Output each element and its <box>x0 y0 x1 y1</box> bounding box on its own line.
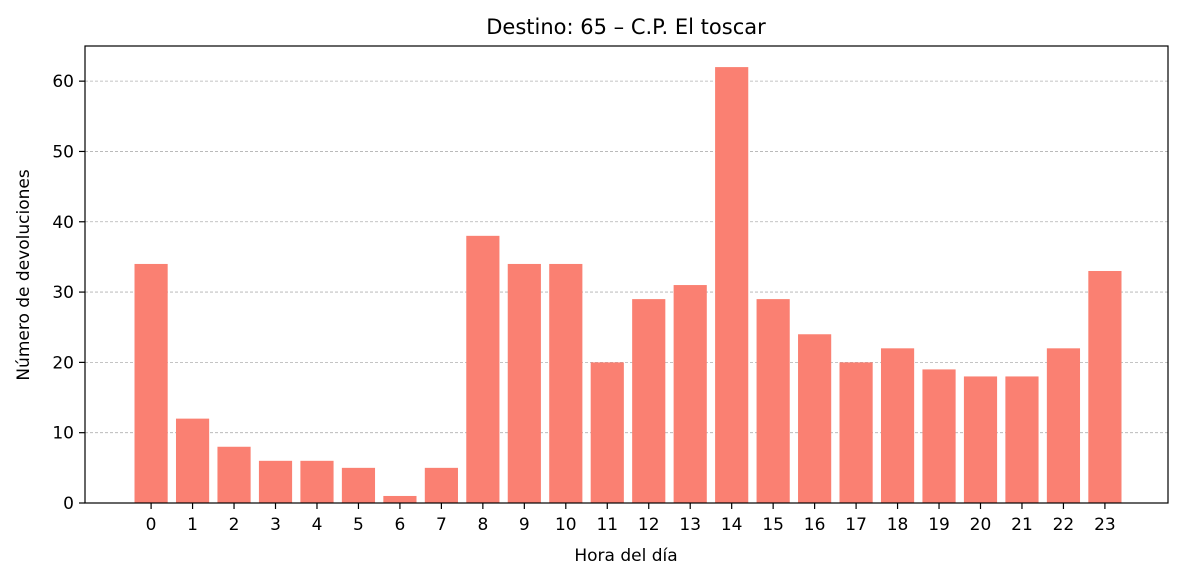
bar <box>632 299 666 503</box>
bar <box>922 369 956 503</box>
bars <box>134 67 1122 504</box>
x-tick-label: 7 <box>436 515 447 535</box>
x-tick-label: 11 <box>596 515 618 535</box>
bar <box>549 263 583 503</box>
y-tick-label: 0 <box>63 494 74 514</box>
bar <box>383 495 417 503</box>
x-tick-label: 22 <box>1053 515 1075 535</box>
x-tick-label: 1 <box>187 515 198 535</box>
bar <box>466 235 500 504</box>
x-tick-label: 0 <box>146 515 157 535</box>
x-tick-label: 20 <box>970 515 992 535</box>
bar <box>507 263 541 503</box>
y-tick-label: 20 <box>52 353 74 373</box>
x-tick-label: 13 <box>679 515 701 535</box>
bar <box>424 467 458 503</box>
x-tick-label: 9 <box>519 515 530 535</box>
x-tick-label: 5 <box>353 515 364 535</box>
bar <box>880 348 915 503</box>
x-tick-label: 14 <box>721 515 743 535</box>
y-tick-label: 60 <box>52 72 74 92</box>
x-tick-label: 3 <box>270 515 281 535</box>
x-tick-label: 17 <box>845 515 867 535</box>
bar <box>217 446 251 503</box>
bar <box>258 460 293 503</box>
x-tick-label: 23 <box>1094 515 1116 535</box>
x-tick-label: 10 <box>555 515 577 535</box>
y-axis-label: Número de devoluciones <box>14 169 34 380</box>
bar <box>963 376 998 503</box>
y-axis: 0 10 20 30 40 50 60 <box>52 72 85 514</box>
plot-frame <box>84 45 1169 504</box>
x-tick-label: 18 <box>887 515 909 535</box>
x-tick-label: 2 <box>229 515 240 535</box>
x-tick-label: 6 <box>395 515 406 535</box>
x-tick-label: 4 <box>312 515 323 535</box>
x-tick-label: 15 <box>762 515 784 535</box>
bar <box>175 418 210 503</box>
x-tick-label: 12 <box>638 515 660 535</box>
bar <box>1088 270 1122 503</box>
bar <box>341 467 376 503</box>
bar <box>300 460 334 503</box>
x-tick-label: 21 <box>1011 515 1033 535</box>
y-tick-label: 10 <box>52 424 74 444</box>
bar <box>798 334 832 503</box>
x-tick-label: 16 <box>804 515 826 535</box>
x-axis: 0 1 2 3 4 5 6 7 8 9 10 11 12 13 14 15 16 17 18 19 20 21 22 23 <box>146 503 1116 535</box>
bar <box>673 285 707 503</box>
bar <box>134 263 168 503</box>
x-tick-label: 8 <box>477 515 488 535</box>
bar <box>590 362 624 503</box>
bar <box>839 362 873 503</box>
y-tick-label: 50 <box>52 142 74 162</box>
bar <box>1005 376 1039 503</box>
x-axis-label: Hora del día <box>574 546 677 566</box>
bar <box>715 67 749 503</box>
bar <box>1046 348 1081 503</box>
bar <box>756 299 790 503</box>
x-tick-label: 19 <box>928 515 950 535</box>
chart-title: Destino: 65 – C.P. El toscar <box>486 15 766 39</box>
y-tick-label: 40 <box>52 213 74 233</box>
y-tick-label: 30 <box>52 283 74 303</box>
